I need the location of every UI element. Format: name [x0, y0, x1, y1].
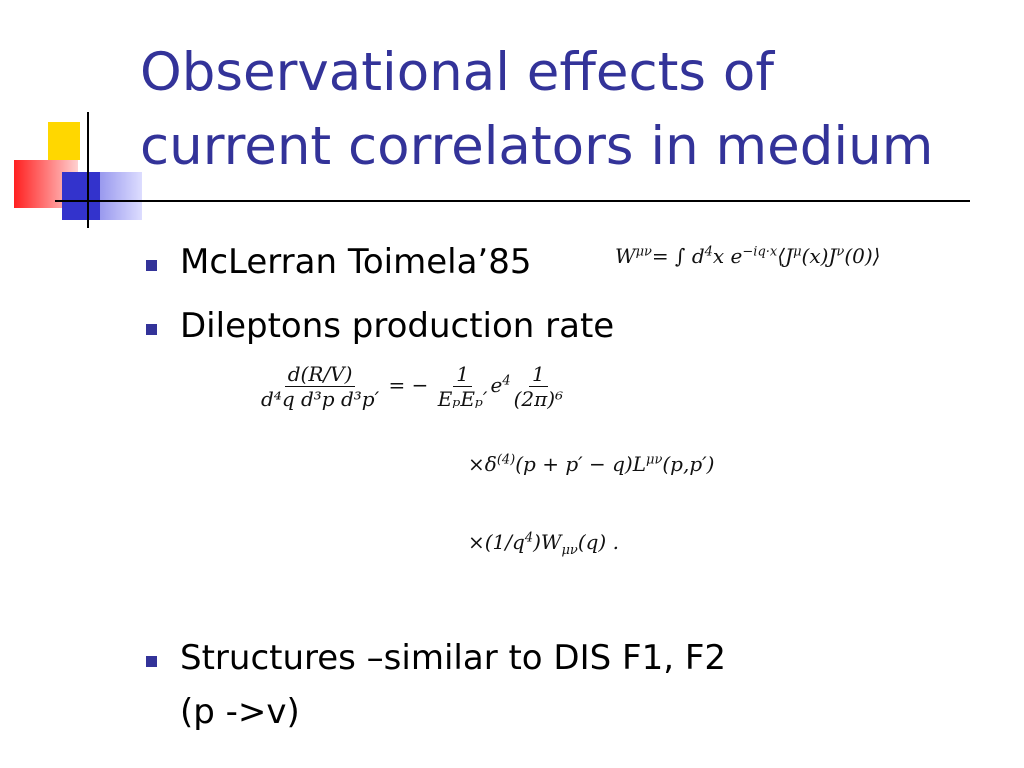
equation: ×(1/q4)Wμν(q) .: [468, 530, 619, 558]
equation-part: EₚEₚ′: [437, 387, 488, 411]
equation-part: d(R/V) d⁴q d³p d³p′: [261, 362, 379, 411]
equation-part: μν: [646, 452, 663, 468]
bullet: [146, 324, 157, 335]
title: current correlators in medium: [140, 116, 934, 177]
equation-part: (q) .: [577, 530, 619, 554]
equation-part: (x)J: [801, 244, 837, 268]
bullet-text: (p ->v): [180, 692, 300, 732]
equation: Wμν= ∫ d4x e−iq·x⟨Jμ(x)Jν(0)⟩: [615, 244, 880, 268]
equation: ×δ(4)(p + p′ − q)Lμν(p,p′): [468, 452, 714, 476]
deco: [48, 122, 80, 160]
equation-part: μν: [561, 543, 578, 558]
deco: [100, 172, 142, 220]
equation-part: 1 (2π)⁶: [514, 362, 564, 411]
equation-part: d(R/V): [284, 362, 356, 387]
equation-part: x e: [712, 244, 743, 268]
equation-part: W: [615, 244, 636, 268]
equation-part: 1 EₚEₚ′: [438, 362, 488, 411]
deco: [62, 172, 100, 220]
equation-part: (4): [496, 452, 516, 468]
equation-part: (p,p′): [662, 452, 715, 476]
bullet-text: Dileptons production rate: [180, 306, 615, 346]
bullet-text: Structures –similar to DIS F1, F2: [180, 638, 727, 678]
equation-part: 1: [528, 362, 548, 387]
equation-part: e: [490, 373, 503, 397]
equation: d(R/V) d⁴q d³p d³p′ = − 1 EₚEₚ′ e4 1 (2π)⁶: [258, 362, 566, 411]
equation-part: (2π)⁶: [513, 387, 564, 411]
equation-part: = −: [382, 373, 435, 397]
title: Observational effects of: [140, 42, 774, 103]
equation-part: μ: [793, 244, 802, 260]
equation-part: ν: [836, 244, 845, 260]
equation-part: d⁴q d³p d³p′: [261, 387, 380, 411]
equation-part: 4: [524, 530, 534, 546]
equation-part: 1: [453, 362, 472, 387]
equation-part: (0)⟩: [844, 244, 881, 268]
equation-part: = ∫ d: [651, 244, 705, 268]
equation-part: 4: [704, 244, 713, 260]
equation-part: μν: [635, 244, 652, 260]
equation-part: ×(1/q: [468, 530, 525, 554]
equation-part: )W: [533, 530, 562, 554]
equation-part: −iq·x: [742, 244, 778, 260]
rule: [55, 200, 970, 202]
equation-part: (p + p′ − q)L: [515, 452, 647, 476]
equation-part: ⟨J: [777, 244, 794, 268]
bullet: [146, 260, 157, 271]
deco: [87, 112, 89, 228]
bullet-text: McLerran Toimela’85: [180, 242, 532, 282]
equation-part: ×δ: [468, 452, 497, 476]
bullet: [146, 656, 157, 667]
equation-part: 4: [502, 373, 511, 389]
